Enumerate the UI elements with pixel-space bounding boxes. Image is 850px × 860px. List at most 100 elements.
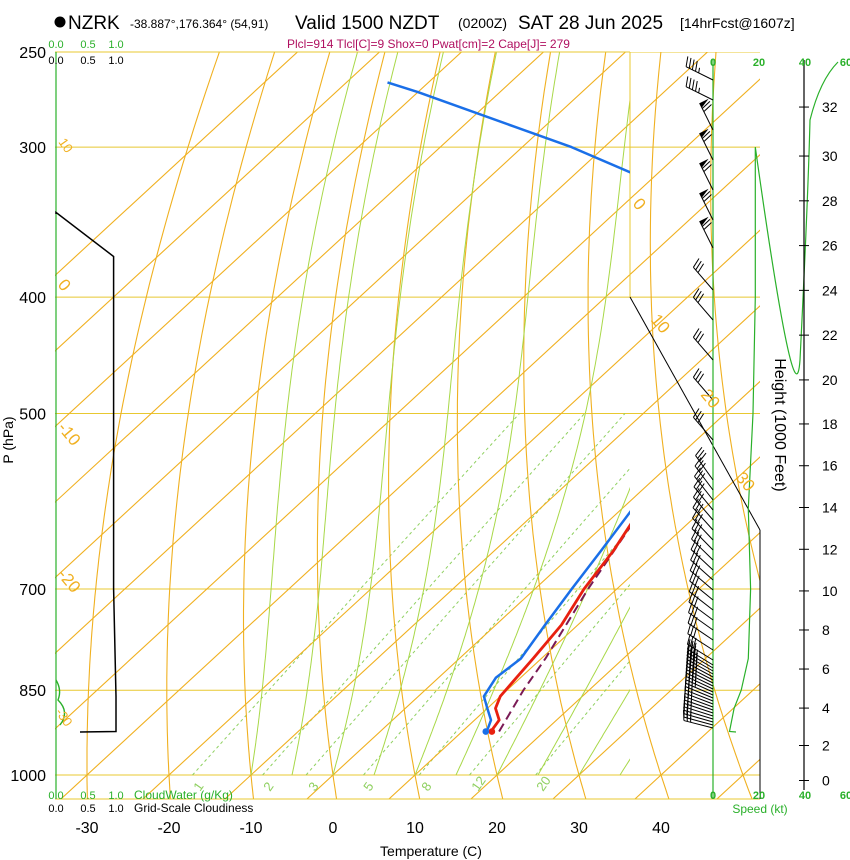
- plot-frame: [55, 51, 761, 800]
- height-tick-label: 24: [822, 282, 838, 298]
- barb-staff: [688, 601, 714, 621]
- height-tick-label: 32: [822, 99, 838, 115]
- dry-adiabat-line: [587, 52, 670, 799]
- isotherm-line: [306, 380, 760, 799]
- barb-flag: [693, 627, 698, 638]
- mixing-ratio-label: 12: [468, 773, 489, 793]
- barb-staff: [693, 416, 714, 441]
- wind-barb: [683, 703, 714, 723]
- wind-barb: [694, 467, 714, 501]
- barb-staff: [699, 192, 714, 221]
- speed-tick-top: 40: [799, 57, 811, 69]
- height-tick-label: 30: [822, 148, 838, 164]
- wind-barb: [683, 706, 714, 726]
- barb-staff: [684, 706, 714, 717]
- moist-adiabat-line: [250, 52, 358, 776]
- barb-staff: [684, 709, 714, 720]
- barb-flag: [688, 77, 692, 89]
- barb-staff: [693, 336, 714, 361]
- dry-adiabat-line: [388, 52, 441, 799]
- barb-flag: [691, 59, 695, 70]
- barb-pennant: [699, 98, 709, 108]
- barb-flag: [692, 649, 696, 660]
- barb-staff: [693, 376, 714, 401]
- isotherm-label: -20: [54, 565, 84, 596]
- barb-staff: [693, 496, 714, 521]
- barb-flag: [694, 511, 701, 521]
- height-axis-title: Height (1000 Feet): [771, 358, 788, 491]
- barb-flag: [695, 447, 703, 456]
- wind-barb: [692, 328, 714, 361]
- surface-temperature-dot: [488, 728, 496, 735]
- pressure-tick-label: 850: [19, 683, 46, 700]
- temperature-tick-label: -20: [157, 820, 180, 837]
- barb-staff: [686, 665, 714, 681]
- isotherm-line: [634, 683, 760, 799]
- barb-flag: [696, 470, 704, 480]
- dry-adiabat-line: [523, 52, 587, 799]
- barb-staff: [692, 517, 714, 541]
- moist-adiabat-line: [578, 688, 630, 776]
- wind-barb: [699, 188, 714, 221]
- isotherm-label: 0: [54, 275, 75, 294]
- dry-adiabat-line: [316, 52, 386, 799]
- barb-flag: [693, 521, 700, 532]
- barb-pennant: [699, 188, 709, 198]
- barb-flag: [692, 288, 700, 298]
- barb-flag: [695, 370, 702, 381]
- barb-staff: [686, 655, 714, 672]
- barb-staff: [694, 465, 714, 491]
- barb-staff: [683, 716, 714, 726]
- barb-flag: [701, 131, 711, 139]
- barb-flag: [686, 642, 691, 653]
- barb-staff: [699, 220, 714, 249]
- barb-flag: [698, 473, 706, 483]
- dry-adiabat-line: [166, 52, 276, 799]
- speed-tick-top: 0: [710, 57, 716, 69]
- wind-barb: [686, 639, 714, 666]
- barb-staff: [684, 713, 714, 723]
- barb-staff: [699, 162, 714, 191]
- barb-flag: [697, 449, 705, 459]
- wind-barb: [699, 158, 714, 191]
- barb-flag: [692, 328, 700, 338]
- wind-barb: [687, 623, 714, 651]
- temperature-axis-title: Temperature (C): [380, 843, 482, 859]
- barb-flag: [695, 260, 702, 271]
- barb-staff: [693, 266, 714, 291]
- valid-time: Valid 1500 NZDT: [295, 13, 440, 34]
- barb-flag: [692, 498, 699, 508]
- barb-flag: [691, 519, 698, 529]
- barb-flag: [696, 513, 703, 524]
- wind-barb: [693, 477, 714, 511]
- barb-flag: [692, 642, 697, 654]
- barb-staff: [685, 682, 714, 696]
- isotherm-line: [552, 607, 760, 799]
- isotherm-line: [55, 78, 760, 730]
- wind-barbs: [683, 56, 714, 729]
- barb-staff: [685, 679, 714, 693]
- wind-barb: [692, 288, 714, 321]
- barb-flag: [692, 637, 697, 649]
- cloud-water-tick-bottom: 0.5: [80, 790, 95, 802]
- mixing-ratio-line: [305, 413, 626, 776]
- barb-flag: [692, 368, 700, 378]
- forecast-run: [14hrFcst@1607z]: [680, 15, 795, 31]
- wind-barb: [694, 457, 714, 491]
- isotherm-line: [55, 52, 627, 579]
- hodograph-divider: [629, 296, 761, 531]
- barb-flag: [697, 493, 705, 503]
- barb-staff: [684, 703, 714, 714]
- barb-flag: [691, 79, 695, 90]
- moist-adiabat-line: [414, 52, 561, 776]
- barb-flag: [697, 483, 705, 493]
- temperature-tick-label: -10: [239, 820, 262, 837]
- isotherm-line: [55, 52, 381, 352]
- cloud-water-tick-bottom: 1.0: [108, 790, 123, 802]
- height-tick-label: 2: [822, 738, 830, 754]
- barb-flag: [695, 330, 702, 341]
- barb-pennant: [699, 128, 709, 138]
- wind-barb: [691, 529, 714, 561]
- wind-barb: [699, 98, 714, 131]
